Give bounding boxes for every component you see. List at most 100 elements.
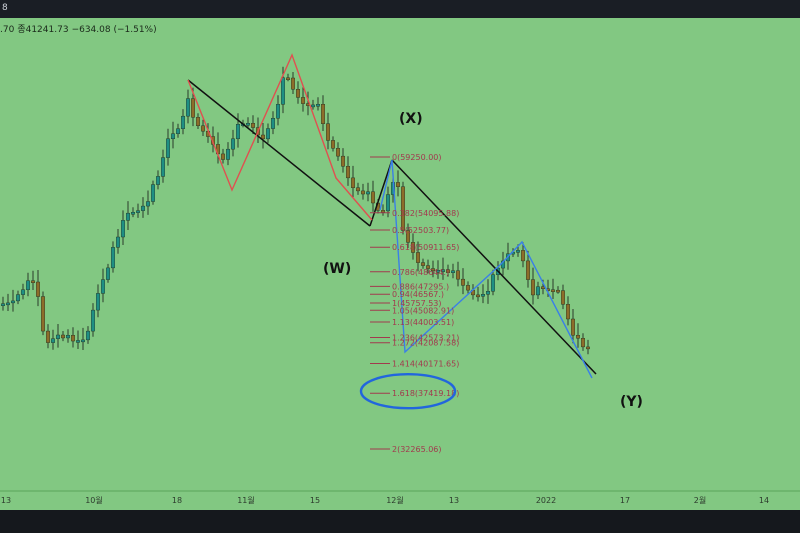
candle-body: [581, 338, 586, 348]
candle-body: [516, 250, 521, 253]
candle-body: [526, 260, 531, 280]
candle-body: [381, 210, 386, 213]
candle-body: [31, 280, 36, 283]
ohlc-legend: .70 종41241.73 −634.08 (−1.51%): [0, 22, 160, 35]
candle-body: [481, 294, 486, 297]
candle-body: [276, 104, 281, 119]
fib-level-label: 1(45757.53): [392, 299, 442, 308]
fib-level-label: 1.236(42573.21): [392, 333, 459, 342]
candle-body: [411, 242, 416, 253]
candle-body: [396, 182, 401, 187]
candle-body: [521, 250, 526, 262]
fib-level-label: 1.618(37419.18): [392, 389, 459, 398]
candle-body: [486, 291, 491, 295]
wave-label: (X): [399, 111, 423, 127]
candle-body: [491, 274, 496, 292]
red-wave-line: [187, 53, 373, 221]
candle-body: [421, 262, 426, 266]
candle-body: [225, 148, 230, 160]
candle-body: [170, 133, 175, 140]
candle-body: [210, 136, 215, 145]
price-change: −634.08 (−1.51%): [71, 25, 157, 35]
candle-body: [366, 191, 371, 195]
candle-body: [190, 98, 195, 118]
fib-level-label: 0.786(48644.): [392, 268, 449, 277]
x-tick-label: 11월: [237, 495, 255, 505]
fib-level-label: 0.886(47295.): [392, 282, 449, 291]
candle-body: [130, 212, 135, 215]
candle-body: [75, 340, 80, 343]
candle-body: [281, 77, 286, 105]
candle-body: [336, 148, 341, 157]
close-value: 41241.73: [25, 25, 69, 35]
candle-body: [556, 289, 561, 293]
highlight-circle: [359, 373, 457, 410]
candle-body: [536, 286, 541, 296]
fib-level-label: 1.05(45082.91): [392, 306, 454, 315]
candle-body: [371, 191, 376, 204]
candle-body: [10, 300, 15, 304]
candle-body: [21, 289, 26, 295]
candle-body: [61, 334, 66, 339]
candle-body: [296, 88, 301, 98]
candle-body: [90, 309, 95, 332]
x-tick-label: 10월: [85, 495, 103, 505]
candle-body: [456, 270, 461, 280]
candle-body: [351, 177, 356, 188]
fib-level-label: 0.618(50911.65): [392, 243, 459, 252]
candle-body: [431, 268, 436, 272]
candle-body: [291, 77, 296, 90]
candle-body: [541, 286, 546, 289]
candle-body: [65, 335, 70, 339]
fibonacci-levels: 0(59250.00) 0.382(54095.88) 0.5(52503.77) 0…: [359, 153, 459, 454]
trend-line-x: [369, 159, 393, 227]
fib-level-label: 0.5(52503.77): [392, 226, 449, 235]
candle-body: [100, 279, 105, 294]
top-bar: 8: [0, 0, 800, 18]
x-tick-label: 17: [620, 496, 630, 505]
candle-body: [361, 190, 366, 195]
candle-body: [46, 330, 51, 343]
ohlc-prefix: .70: [0, 25, 15, 35]
fib-level-label: 1.13(44003.51): [392, 318, 454, 327]
candle-body: [326, 123, 331, 141]
candle-body: [441, 269, 446, 272]
candle-body: [401, 186, 406, 231]
candle-body: [586, 346, 591, 350]
wave-labels: (X) (W) (Y): [323, 111, 643, 410]
candle-body: [301, 97, 306, 104]
candle-body: [286, 77, 291, 81]
candle-body: [571, 318, 576, 336]
candle-body: [135, 210, 140, 213]
candle-body: [406, 230, 411, 243]
x-tick-label: 2022: [536, 496, 556, 505]
fib-level-label: 0(59250.00): [392, 153, 442, 162]
candle-body: [461, 278, 466, 286]
candle-body: [266, 128, 271, 140]
candle-body: [235, 123, 240, 140]
candle-body: [16, 294, 21, 302]
candle-body: [1, 303, 5, 306]
x-tick-label: 12월: [386, 495, 404, 505]
candle-body: [566, 304, 571, 320]
bottom-bar: [0, 510, 800, 533]
candle-body: [476, 294, 481, 298]
candle-body: [531, 279, 536, 296]
chart-area[interactable]: [0, 18, 800, 510]
candle-body: [561, 290, 566, 305]
trend-line-y: [391, 159, 597, 375]
candle-body: [466, 285, 471, 291]
candle-body: [56, 334, 61, 339]
candle-body: [120, 220, 125, 238]
fib-level-label: 1.414(40171.65): [392, 359, 459, 368]
candle-body: [51, 338, 56, 343]
candle-body: [155, 176, 160, 185]
blue-wave-line: [379, 159, 593, 379]
candle-body: [85, 330, 90, 341]
candle-body: [426, 265, 431, 269]
x-tick-label: 15: [310, 496, 320, 505]
candle-body: [220, 153, 225, 160]
candle-body: [95, 293, 100, 311]
candle-body: [436, 270, 441, 273]
